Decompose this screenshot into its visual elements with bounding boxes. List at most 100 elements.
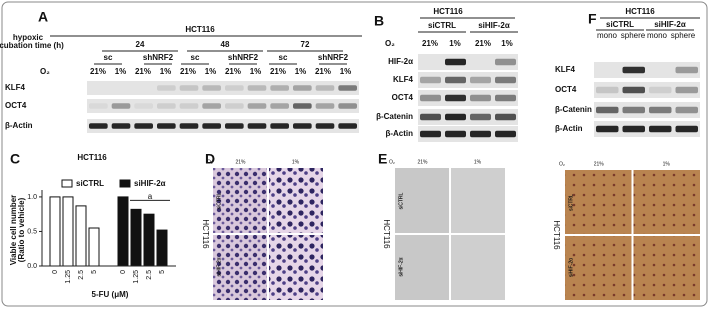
blot-band xyxy=(596,86,619,94)
o2-value: 21% xyxy=(225,67,241,76)
y-tick-label: 1.0 xyxy=(27,194,37,201)
o2-value: 21% xyxy=(90,67,106,76)
blot-band xyxy=(420,94,441,102)
blot-band xyxy=(649,125,672,133)
legend-swatch xyxy=(119,179,131,188)
bar xyxy=(62,196,74,267)
blot-band xyxy=(179,85,199,91)
y-tick-label: 0.5 xyxy=(27,228,37,235)
x-tick-label: 5 xyxy=(91,270,98,274)
blot-band xyxy=(596,106,619,114)
blot-band xyxy=(420,76,441,84)
o2-value: 1% xyxy=(449,39,461,48)
blot-strip xyxy=(418,72,518,88)
blot-band xyxy=(179,123,199,129)
o2-value: 1% xyxy=(292,159,300,165)
o2-value: 21% xyxy=(235,159,246,165)
blot-band xyxy=(495,76,516,84)
row-header: incubation time (h) xyxy=(0,41,64,50)
condition: mono xyxy=(647,31,668,40)
blot-band xyxy=(202,85,221,91)
blot-band xyxy=(247,103,267,109)
blot-band xyxy=(445,76,466,84)
group: shNRF2 xyxy=(228,53,259,62)
x-tick-label: 0 xyxy=(120,270,127,274)
row-label: siCTRL xyxy=(398,192,404,209)
blot-label: KLF4 xyxy=(393,75,414,84)
time: 24 xyxy=(136,40,145,49)
blot-band xyxy=(338,103,357,109)
bar xyxy=(49,196,61,267)
blot-band xyxy=(470,76,491,84)
row-label: siHIF-2α xyxy=(568,258,574,277)
blot-strip xyxy=(87,119,359,133)
blot-band xyxy=(270,85,289,91)
blot-band xyxy=(622,66,645,74)
blot-band xyxy=(649,86,672,94)
o2-value: 1% xyxy=(160,67,172,76)
micrograph xyxy=(269,168,323,233)
row-label: siCTRL xyxy=(216,192,222,209)
blot-band xyxy=(495,58,516,66)
x-tick-label: 2.5 xyxy=(78,270,85,280)
blot-label: KLF4 xyxy=(555,65,576,74)
row-label: siHIF-2α xyxy=(216,257,222,276)
o2-label: O₂ xyxy=(40,67,50,76)
blot-band xyxy=(445,113,466,121)
blot-band xyxy=(622,125,645,133)
row-label: siCTRL xyxy=(216,192,222,209)
blot-band xyxy=(111,103,131,109)
group: siHIF-2α xyxy=(478,21,510,30)
blot-band xyxy=(315,123,335,129)
group: sc xyxy=(104,53,113,62)
blot-band xyxy=(622,106,645,114)
group: siCTRL xyxy=(428,21,456,30)
blot-label: OCT4 xyxy=(392,93,414,102)
blot-label: OCT4 xyxy=(555,85,577,94)
blot-band xyxy=(134,123,153,129)
panel-label: F xyxy=(588,11,597,27)
blot-band xyxy=(495,113,516,121)
o2-value: 1% xyxy=(340,67,352,76)
blot-band xyxy=(293,103,312,109)
row-label: siCTRL xyxy=(568,194,574,211)
blot-strip xyxy=(418,109,518,125)
row-label: siHIF-2α xyxy=(398,257,404,276)
o2-value: 21% xyxy=(422,39,438,48)
o2-label: O₂ xyxy=(389,159,395,165)
condition: sphere xyxy=(621,31,646,40)
o2-value: 21% xyxy=(315,67,331,76)
bar xyxy=(75,205,87,267)
blot-band xyxy=(134,103,153,109)
micrograph xyxy=(565,236,632,300)
group: shNRF2 xyxy=(318,53,349,62)
o2-label: O₂ xyxy=(385,39,395,48)
o2-value: 21% xyxy=(180,67,196,76)
x-tick-label: 0 xyxy=(52,270,59,274)
blot-band xyxy=(675,66,698,74)
y-label: (Ratio to vehicle) xyxy=(17,197,26,262)
blot-band xyxy=(179,103,199,109)
blot-band xyxy=(270,103,289,109)
row-label: siHIF-2α xyxy=(216,257,222,276)
condition: mono xyxy=(597,31,618,40)
legend-label: siHIF-2α xyxy=(134,179,166,188)
blot-strip xyxy=(87,99,359,113)
blot-band xyxy=(225,103,244,109)
blot-band xyxy=(675,125,698,133)
cell-line: HCT116 xyxy=(552,220,561,250)
o2-value: 1% xyxy=(250,67,262,76)
bar xyxy=(143,213,155,267)
micrograph xyxy=(213,168,267,233)
micrograph xyxy=(451,235,505,300)
blot-band xyxy=(338,123,357,129)
o2-value: 1% xyxy=(295,67,307,76)
micrograph xyxy=(269,235,323,300)
blot-strip xyxy=(418,90,518,106)
row-header: hypoxic xyxy=(13,33,44,42)
o2-value: 1% xyxy=(205,67,217,76)
blot-band xyxy=(596,125,619,133)
blot-strip xyxy=(594,62,700,78)
o2-value: 21% xyxy=(417,159,428,165)
